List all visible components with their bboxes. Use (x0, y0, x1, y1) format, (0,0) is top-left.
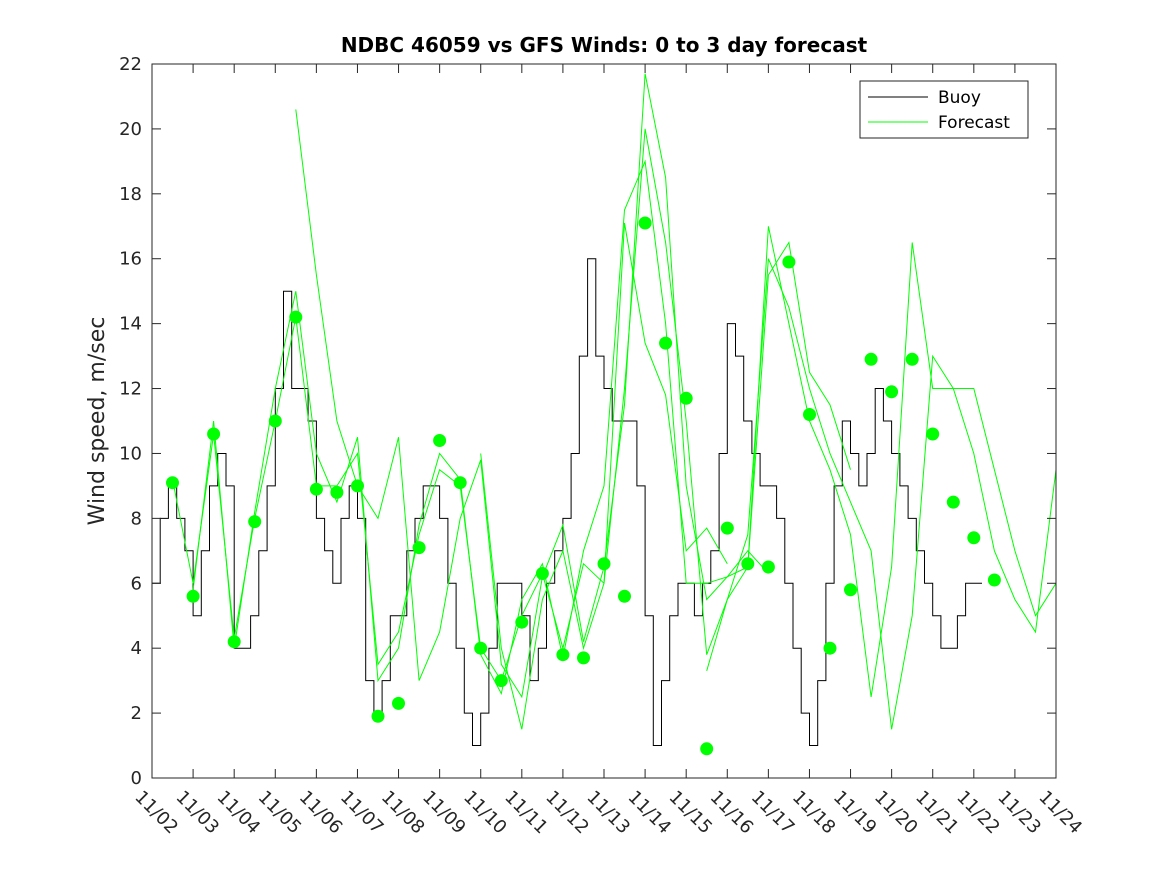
analysis-marker (227, 635, 241, 649)
analysis-marker (248, 515, 262, 529)
y-tick-label: 4 (131, 638, 142, 659)
analysis-marker (597, 557, 611, 571)
analysis-marker (186, 589, 200, 603)
analysis-marker (926, 427, 940, 441)
analysis-marker (967, 531, 981, 545)
forecast-run-1 (172, 222, 728, 682)
y-tick-label: 12 (119, 379, 142, 400)
analysis-marker (700, 742, 714, 756)
analysis-marker (351, 479, 364, 493)
analysis-marker (494, 674, 508, 688)
analysis-marker (392, 696, 405, 710)
analysis-marker (207, 427, 221, 441)
analysis-marker (720, 521, 734, 535)
analysis-marker (474, 641, 488, 655)
y-tick-label: 2 (131, 703, 142, 724)
y-tick-label: 0 (131, 768, 142, 789)
analysis-marker (864, 352, 878, 366)
analysis-marker (987, 573, 1001, 587)
forecast-run-3 (295, 73, 851, 699)
y-axis: 0 2 4 6 8 10 12 14 16 18 20 22 (119, 54, 1056, 789)
analysis-marker (844, 583, 857, 597)
buoy-series (152, 258, 982, 746)
y-tick-label: 16 (119, 249, 142, 270)
analysis-marker (885, 385, 899, 399)
y-tick-label: 6 (131, 573, 142, 594)
chart-title: NDBC 46059 vs GFS Winds: 0 to 3 day fore… (341, 33, 868, 57)
analysis-markers (166, 216, 1001, 756)
legend-box (859, 80, 1029, 139)
analysis-marker (823, 641, 837, 655)
y-axis-label: Wind speed, m/sec (85, 317, 110, 526)
analysis-marker (556, 648, 570, 662)
legend: Buoy Forecast (859, 80, 1029, 139)
y-tick-label: 14 (119, 314, 142, 335)
analysis-marker (535, 567, 549, 580)
analysis-marker (289, 310, 303, 324)
analysis-marker (330, 485, 344, 499)
y-tick-label: 20 (119, 119, 142, 140)
y-tick-label: 18 (119, 184, 142, 205)
analysis-marker (803, 408, 816, 421)
analysis-marker (659, 336, 673, 350)
analysis-marker (741, 557, 755, 571)
analysis-marker (618, 589, 631, 603)
analysis-marker (679, 391, 693, 405)
forecast-run-5 (706, 258, 1057, 730)
analysis-marker (638, 216, 652, 230)
y-tick-label: 8 (131, 508, 142, 529)
analysis-marker (309, 482, 323, 496)
legend-forecast-label: Forecast (938, 113, 1010, 133)
analysis-marker (268, 414, 282, 428)
y-tick-label: 22 (119, 54, 142, 75)
legend-buoy-label: Buoy (938, 88, 981, 108)
plot-area (152, 64, 1056, 778)
analysis-marker (577, 651, 590, 665)
y-tick-label: 10 (119, 443, 142, 464)
analysis-marker (946, 495, 960, 509)
analysis-marker (453, 476, 467, 490)
buoy-line (152, 258, 982, 746)
analysis-marker (515, 615, 529, 629)
analysis-marker (905, 352, 919, 366)
analysis-marker (433, 434, 447, 447)
analysis-marker (371, 709, 385, 723)
analysis-marker (166, 476, 179, 490)
analysis-marker (412, 541, 426, 555)
analysis-marker (782, 255, 796, 269)
analysis-marker (761, 560, 775, 574)
forecast-run-4 (480, 128, 1057, 730)
